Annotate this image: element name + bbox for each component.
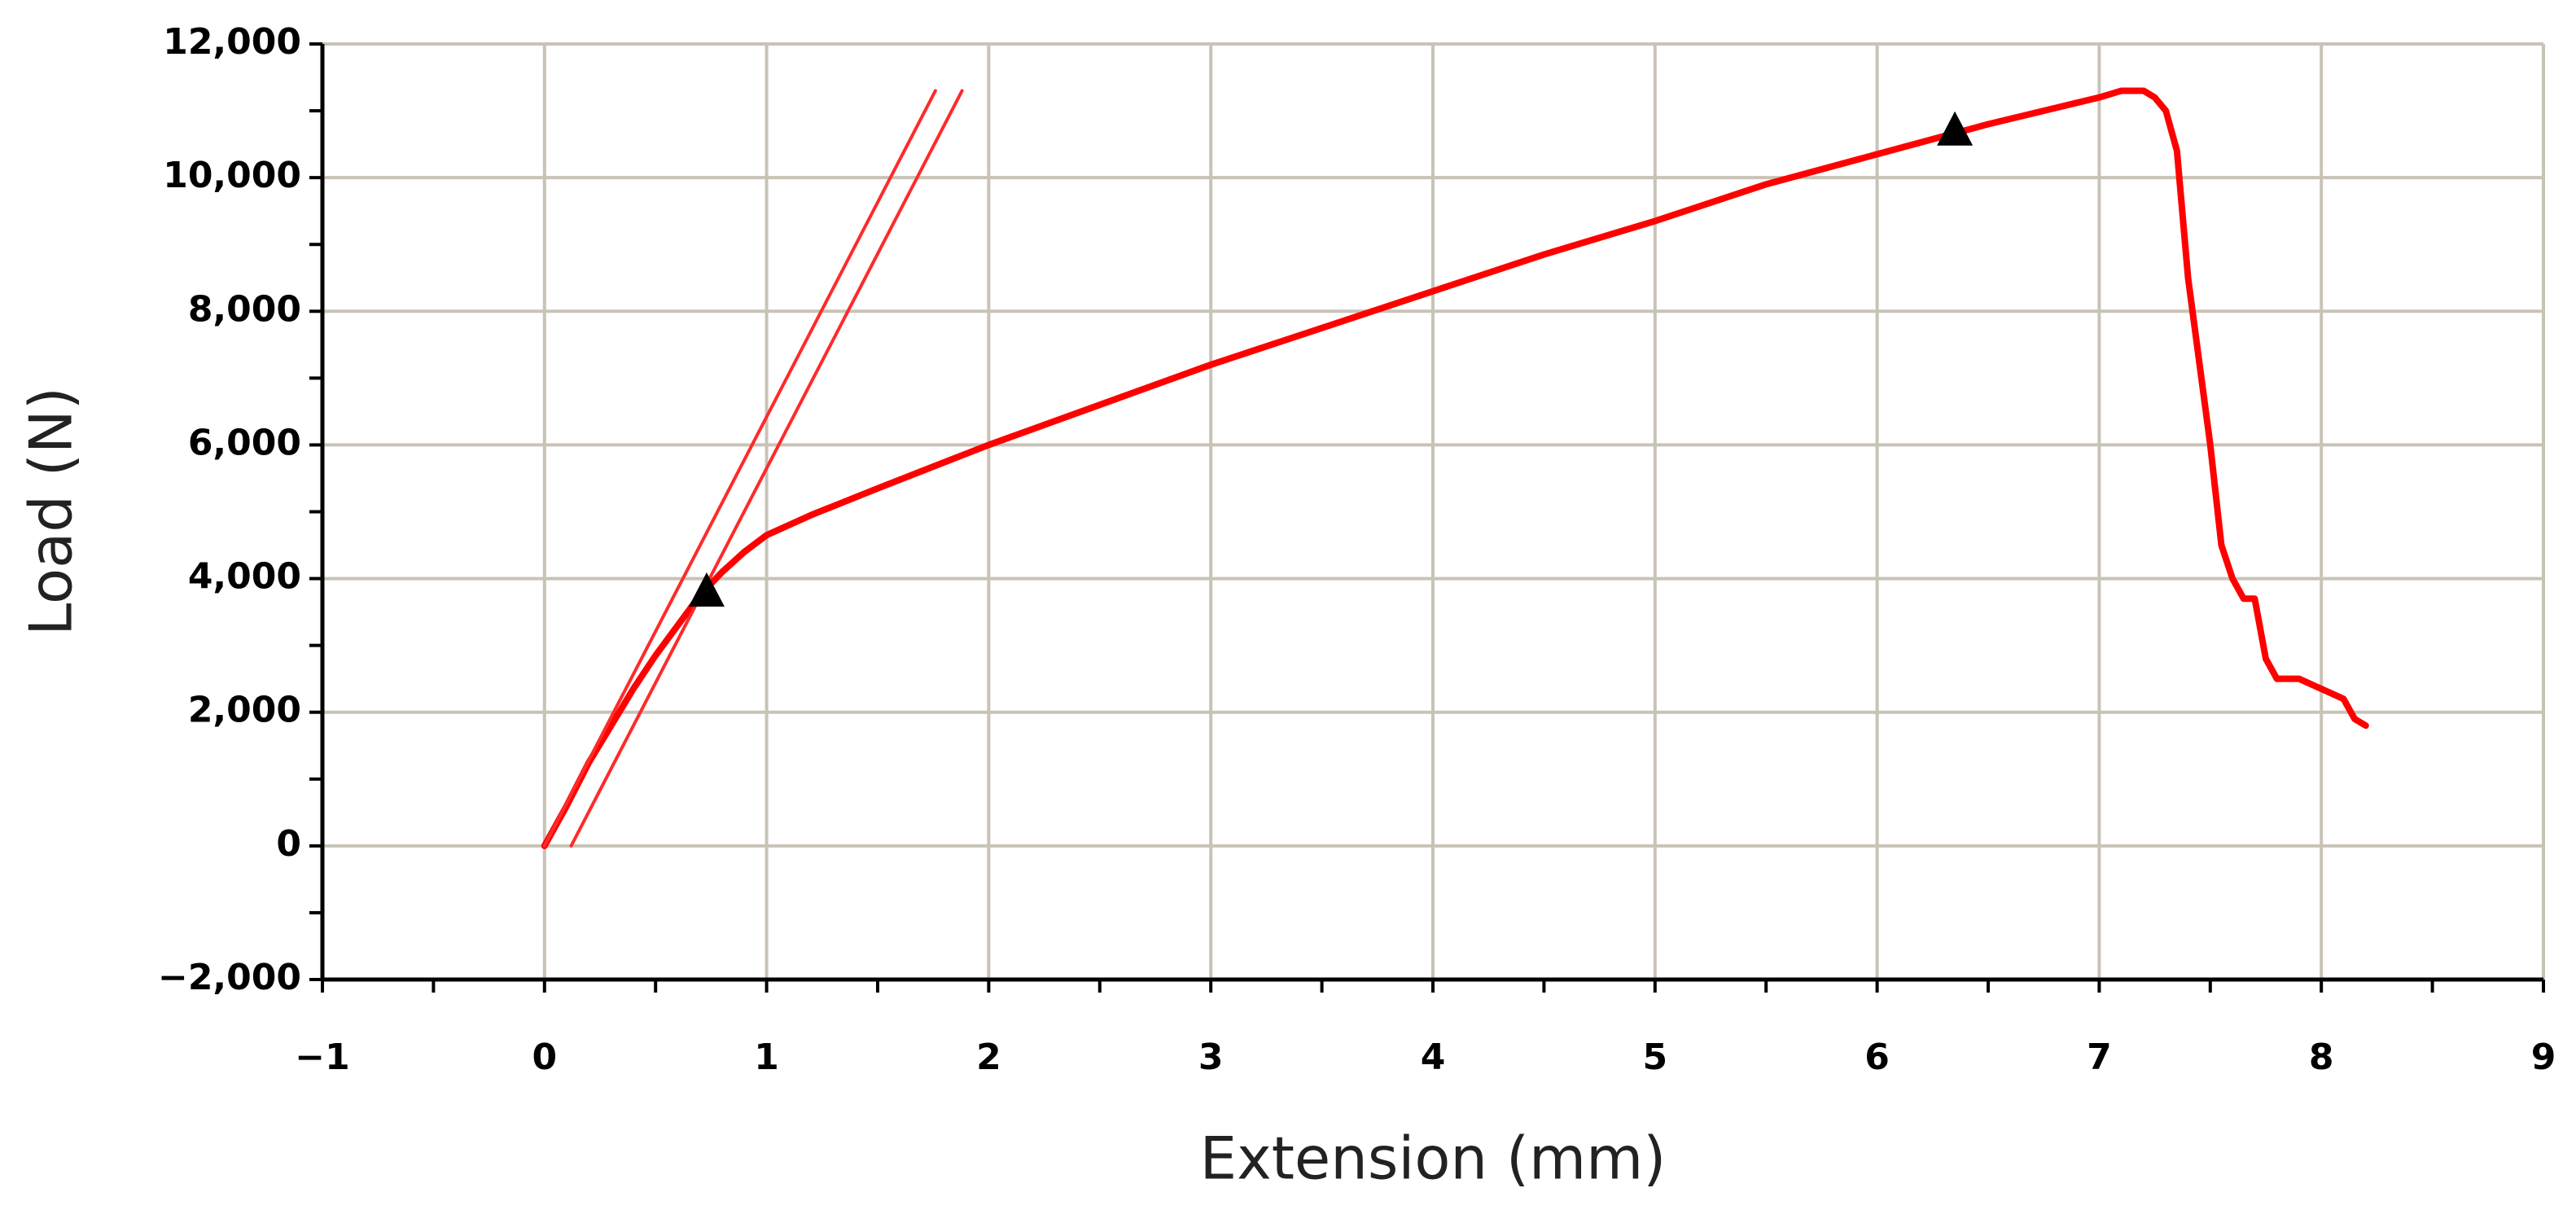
x-axis-title: Extension (mm): [1200, 1124, 1667, 1193]
y-axis-title: Load (N): [17, 387, 85, 636]
x-tick-label: 0: [532, 1037, 557, 1078]
data-line: [569, 89, 964, 848]
x-tick-label: 6: [1864, 1037, 1890, 1078]
x-tick-label: 7: [2087, 1037, 2112, 1078]
y-tick-label: 6,000: [188, 422, 301, 463]
x-tick-label: 2: [976, 1037, 1001, 1078]
y-tick-label: 8,000: [188, 288, 301, 330]
triangle-marker: [688, 572, 725, 607]
triangle-marker: [1937, 111, 1974, 146]
y-tick-label: 12,000: [163, 21, 301, 63]
y-tick-label: 4,000: [188, 556, 301, 598]
y-tick-label: 2,000: [188, 690, 301, 731]
data-line: [541, 87, 2369, 849]
y-tick-label: 0: [276, 823, 301, 865]
x-tick-label: 5: [1642, 1037, 1667, 1078]
x-tick-label: 3: [1198, 1037, 1224, 1078]
x-tick-label: −1: [295, 1037, 349, 1078]
x-tick-label: 1: [754, 1037, 779, 1078]
x-tick-label: 8: [2309, 1037, 2334, 1078]
y-tick-label: 10,000: [163, 155, 301, 196]
y-tick-label: −2,000: [158, 957, 301, 998]
x-tick-label: 4: [1421, 1037, 1446, 1078]
data-line: [542, 89, 937, 848]
x-tick-label: 9: [2531, 1037, 2556, 1078]
